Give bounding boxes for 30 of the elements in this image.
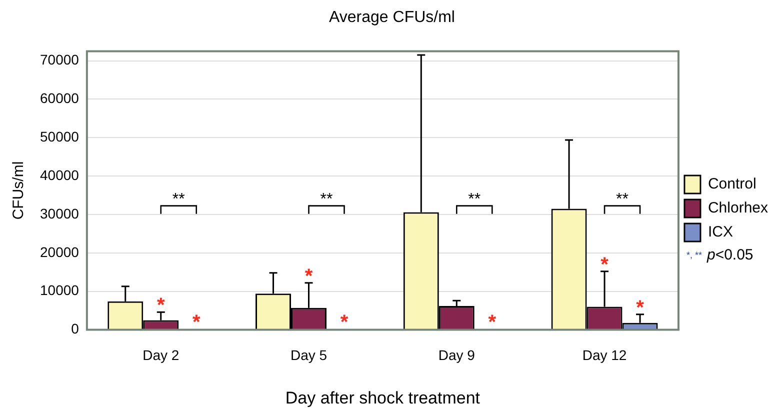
data-label: * — [488, 312, 496, 334]
annotation: ** — [616, 191, 628, 208]
x-tick-label: Day 5 — [290, 347, 328, 364]
x-tick-label: Day 12 — [582, 347, 627, 364]
data-label: * — [156, 294, 165, 317]
legend-label: Control — [708, 176, 756, 193]
y-axis-title: CFUs/ml — [10, 161, 28, 220]
y-tick-label: 20000 — [40, 244, 80, 260]
x-tick-label: Day 2 — [142, 347, 180, 364]
y-tick-label: 70000 — [40, 52, 80, 68]
x-axis-title: Day after shock treatment — [285, 388, 480, 408]
x-tick-label: Day 9 — [438, 347, 476, 364]
annotation: ** — [468, 191, 481, 208]
data-label: * — [192, 312, 200, 334]
text: *, ** p<0.05 — [686, 246, 754, 264]
y-tick-label: 40000 — [40, 166, 80, 183]
legend-label: Chlorhex — [708, 200, 768, 217]
legend-label: ICX — [708, 224, 733, 241]
data-label: * — [636, 296, 644, 319]
y-tick-label: 10000 — [40, 282, 80, 298]
annotation: ** — [320, 191, 333, 208]
data-label: * — [304, 265, 313, 288]
chart-title: Average CFUs/ml — [329, 9, 455, 26]
annotation: ** — [172, 191, 185, 208]
data-label: * — [600, 254, 609, 276]
y-tick-label: 60000 — [40, 90, 80, 106]
y-tick-label: 30000 — [40, 205, 80, 222]
y-tick-label: 0 — [71, 320, 80, 337]
data-label: * — [340, 312, 348, 334]
y-tick-label: 50000 — [40, 128, 80, 145]
